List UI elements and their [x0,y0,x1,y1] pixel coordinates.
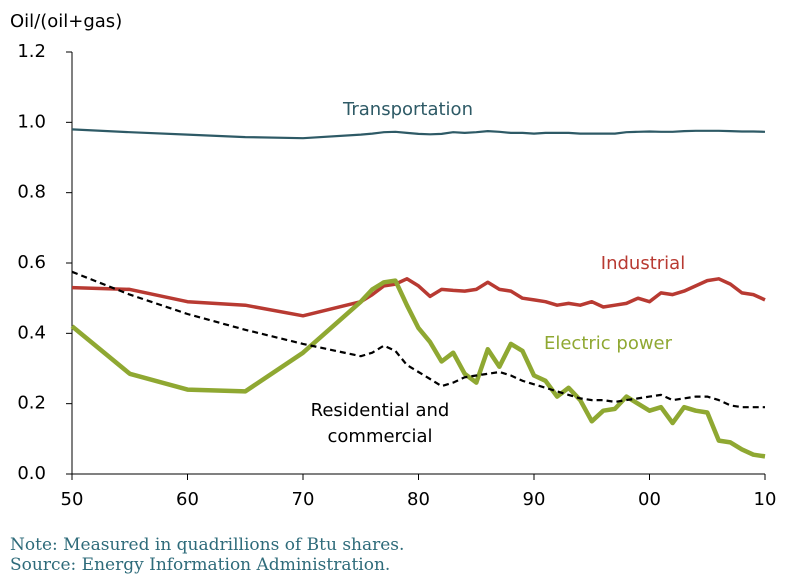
y-tick-label: 1.2 [17,41,46,62]
series-label: Electric power [544,333,673,354]
y-tick-label: 1.0 [17,111,46,132]
x-tick-label: 10 [754,489,777,510]
y-tick-label: 0.0 [17,463,46,484]
series-line [70,278,766,459]
y-tick-label: 0.2 [17,393,46,414]
y-tick-label: 0.4 [17,322,46,343]
chart: Oil/(oil+gas) 0.0 0.2 0.4 0.6 0.8 1.0 1.2 50 60 7… [10,11,777,510]
note: Source: Energy Information Administratio… [10,555,391,575]
y-tick-label: 0.6 [17,252,46,273]
series-line [71,128,766,140]
x-tick-label: 50 [61,489,84,510]
series-label: Residential and commercial [310,400,450,447]
series-label: Transportation [342,99,473,120]
x-tick-label: 60 [176,489,199,510]
note: Note: Measured in quadrillions of Btu sh… [10,535,405,555]
y-axis-label: Oil/(oil+gas) [10,11,122,32]
series-label: Industrial [601,253,685,274]
series-line [71,270,765,409]
x-tick-label: 90 [523,489,546,510]
x-tick-label: 00 [638,489,661,510]
x-tick-label: 70 [292,489,315,510]
y-tick-label: 0.8 [17,182,46,203]
x-tick-label: 80 [407,489,430,510]
series-line [71,277,766,318]
